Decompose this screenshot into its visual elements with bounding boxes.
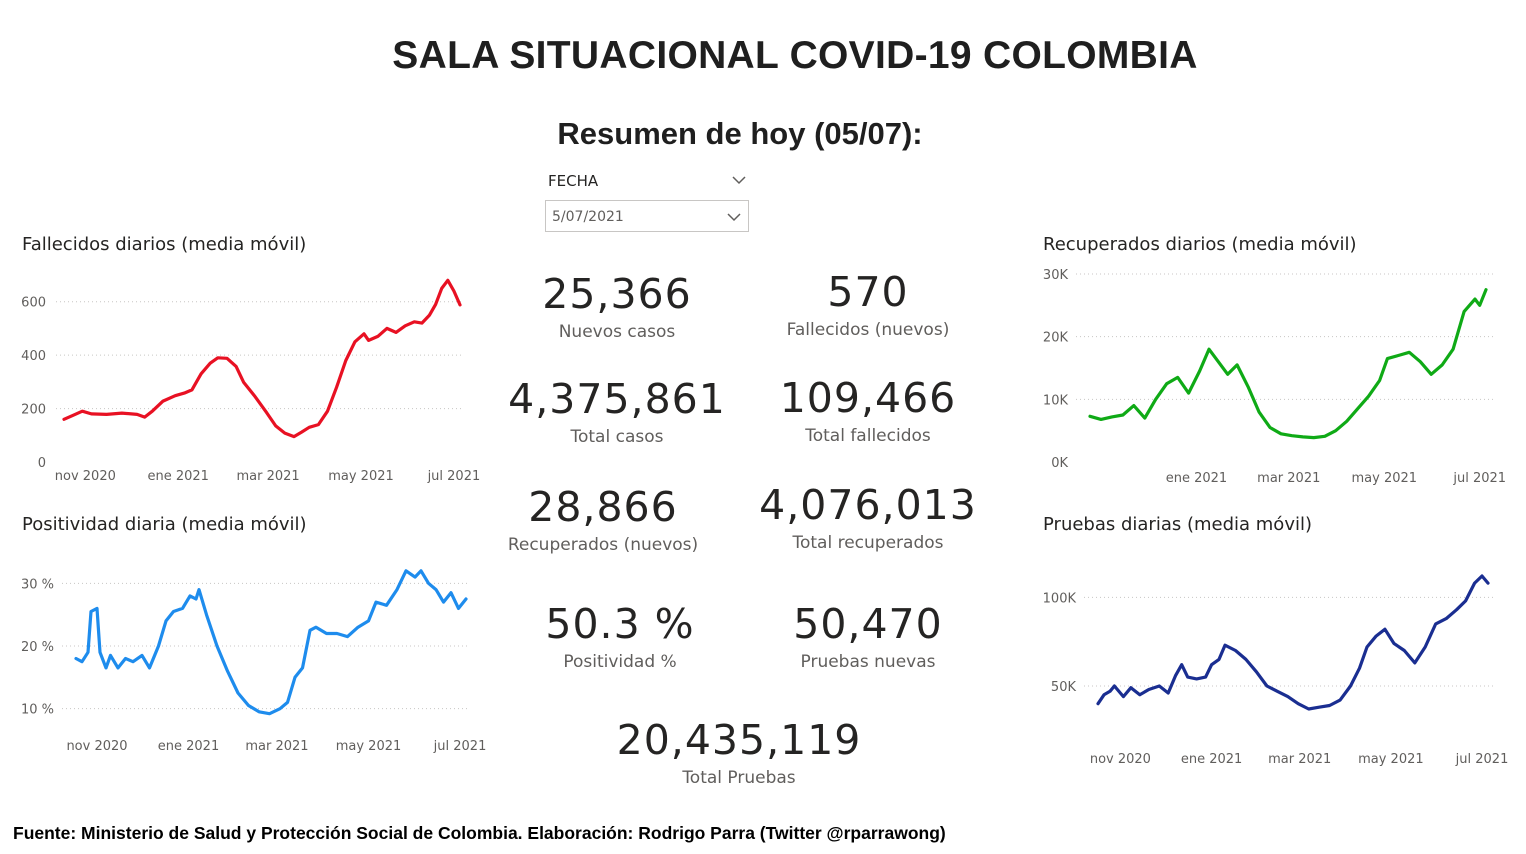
y-tick-label: 400 [21, 349, 46, 364]
source-footer: Fuente: Ministerio de Salud y Protección… [13, 823, 946, 843]
x-tick-label: ene 2021 [1181, 752, 1242, 767]
chevron-down-icon [727, 213, 741, 222]
x-tick-label: mar 2021 [1257, 471, 1320, 486]
x-tick-label: mar 2021 [245, 739, 308, 754]
y-tick-label: 0K [1051, 456, 1068, 471]
kpi-nuevos-casos: 25,366 Nuevos casos [487, 270, 747, 344]
kpi-value: 109,466 [779, 374, 957, 422]
kpi-total-fallecidos: 109,466 Total fallecidos [738, 374, 998, 448]
y-tick-label: 20K [1043, 331, 1069, 346]
x-tick-label: nov 2020 [55, 469, 116, 484]
x-tick-label: jul 2021 [427, 469, 481, 484]
y-tick-label: 600 [21, 296, 46, 311]
kpi-label: Total recuperados [792, 533, 944, 553]
fallecidos-series-line [62, 278, 462, 439]
positividad-chart-title: Positividad diaria (media móvil) [22, 514, 307, 535]
x-tick-label: jul 2021 [433, 739, 487, 754]
kpi-value: 50,470 [793, 600, 943, 648]
positividad-line-chart: 10 % 20 % 30 % nov 2020 ene 2021 mar 2021 may … [21, 569, 487, 754]
kpi-total-pruebas: 20,435,119 Total Pruebas [609, 716, 869, 790]
slicer-collapse-chevron-icon[interactable] [731, 174, 747, 186]
y-tick-label: 30K [1043, 268, 1069, 283]
kpi-label: Nuevos casos [558, 322, 676, 342]
x-tick-label: may 2021 [328, 469, 394, 484]
kpi-fallecidos-nuevos: 570 Fallecidos (nuevos) [738, 268, 998, 342]
y-tick-label: 200 [21, 403, 46, 418]
x-tick-label: jul 2021 [1455, 752, 1509, 767]
kpi-total-casos: 4,375,861 Total casos [487, 375, 747, 449]
y-tick-label: 10K [1043, 393, 1069, 408]
y-tick-label: 0 [38, 456, 46, 471]
kpi-label: Fallecidos (nuevos) [786, 320, 950, 340]
x-tick-label: mar 2021 [236, 469, 299, 484]
recuperados-chart-title: Recuperados diarios (media móvil) [1043, 234, 1357, 255]
kpi-label: Total fallecidos [805, 426, 931, 446]
y-tick-label: 50K [1051, 680, 1077, 695]
pruebas-chart-title: Pruebas diarias (media móvil) [1043, 514, 1312, 535]
x-tick-label: may 2021 [1351, 471, 1417, 486]
kpi-total-recuperados: 4,076,013 Total recuperados [738, 481, 998, 555]
fallecidos-line-chart: 0 200 400 600 nov 2020 ene 2021 mar 2021 may 20… [21, 278, 481, 484]
kpi-pruebas-nuevas: 50,470 Pruebas nuevas [738, 600, 998, 674]
x-tick-label: ene 2021 [148, 469, 209, 484]
fallecidos-chart-title: Fallecidos diarios (media móvil) [22, 234, 307, 255]
pruebas-series-line [1096, 574, 1490, 711]
kpi-value: 4,076,013 [759, 481, 977, 529]
kpi-value: 50.3 % [545, 600, 695, 648]
kpi-label: Pruebas nuevas [800, 652, 936, 672]
x-tick-label: jul 2021 [1452, 471, 1506, 486]
y-tick-label: 10 % [21, 703, 54, 718]
pruebas-line-chart: 50K 100K nov 2020 ene 2021 mar 2021 may 2021 j… [1043, 574, 1509, 767]
kpi-value: 570 [827, 268, 909, 316]
x-tick-label: may 2021 [336, 739, 402, 754]
summary-subtitle: Resumen de hoy (05/07): [557, 116, 923, 151]
fecha-slicer-dropdown[interactable]: 5/07/2021 [545, 200, 749, 232]
kpi-positividad: 50.3 % Positividad % [490, 600, 750, 674]
kpi-label: Positividad % [563, 652, 677, 672]
x-tick-label: mar 2021 [1268, 752, 1331, 767]
fecha-slicer-label: FECHA [548, 172, 599, 190]
x-tick-label: nov 2020 [1090, 752, 1151, 767]
kpi-recuperados-nuevos: 28,866 Recuperados (nuevos) [473, 483, 733, 557]
x-tick-label: may 2021 [1358, 752, 1424, 767]
y-tick-label: 20 % [21, 640, 54, 655]
kpi-value: 4,375,861 [508, 375, 726, 423]
positividad-series-line [74, 569, 468, 716]
y-tick-label: 30 % [21, 577, 54, 592]
recuperados-line-chart: 0K 10K 20K 30K ene 2021 mar 2021 may 2021 jul 2… [1043, 268, 1506, 486]
x-tick-label: ene 2021 [1166, 471, 1227, 486]
kpi-value: 25,366 [542, 270, 692, 318]
fecha-slicer-value: 5/07/2021 [552, 209, 624, 225]
kpi-label: Total casos [570, 427, 664, 447]
kpi-value: 20,435,119 [616, 716, 862, 764]
page-title: SALA SITUACIONAL COVID-19 COLOMBIA [392, 34, 1198, 77]
y-tick-label: 100K [1043, 591, 1077, 606]
x-tick-label: nov 2020 [66, 739, 127, 754]
recuperados-series-line [1088, 288, 1488, 440]
x-tick-label: ene 2021 [158, 739, 219, 754]
kpi-value: 28,866 [528, 483, 678, 531]
kpi-label: Recuperados (nuevos) [507, 535, 699, 555]
kpi-label: Total Pruebas [682, 768, 796, 788]
